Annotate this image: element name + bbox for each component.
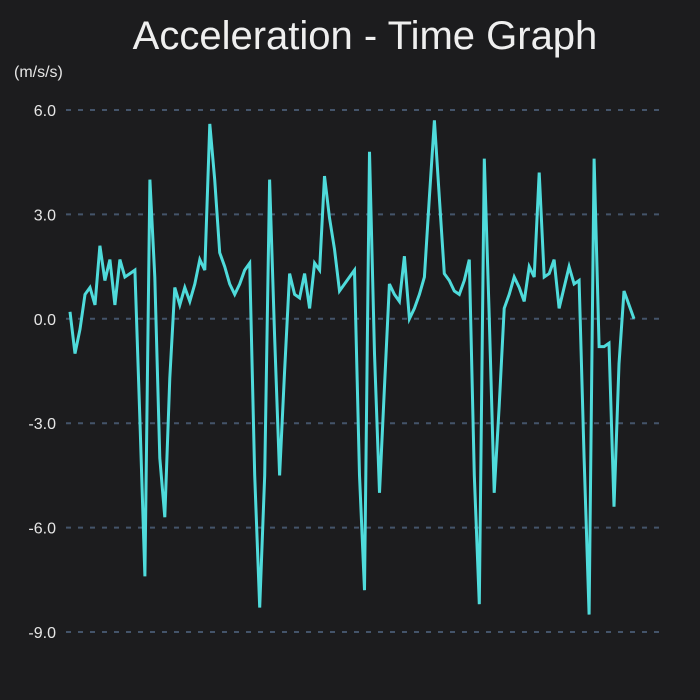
y-axis-unit-label: (m/s/s) [14, 64, 63, 81]
y-tick-label: 6.0 [34, 103, 56, 120]
y-tick-label: -3.0 [28, 416, 56, 433]
y-tick-label: 3.0 [34, 207, 56, 224]
chart-title: Acceleration - Time Graph [132, 14, 598, 58]
y-tick-label: -6.0 [28, 521, 56, 538]
y-tick-label: 0.0 [34, 312, 56, 329]
acceleration-series-line [68, 120, 636, 615]
y-tick-label: -9.0 [28, 625, 56, 642]
